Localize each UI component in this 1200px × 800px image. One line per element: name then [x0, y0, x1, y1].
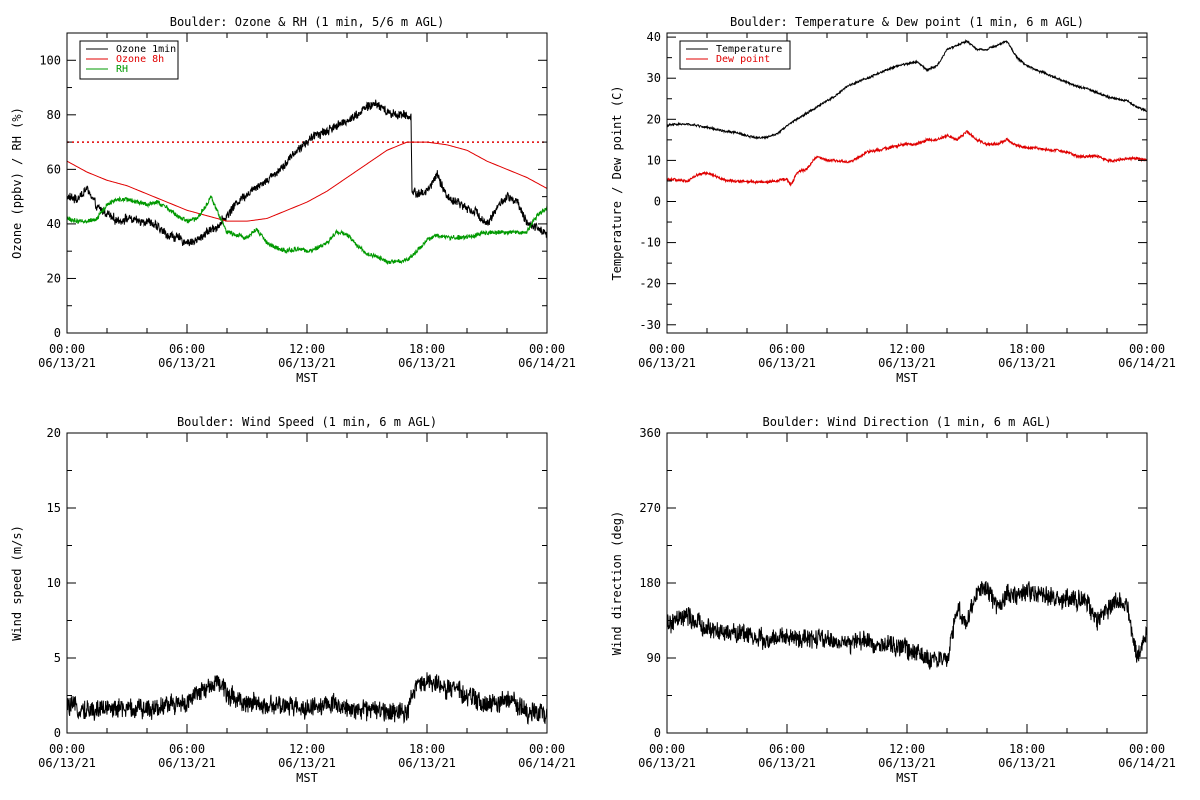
chart-panel-2: Boulder: Temperature & Dew point (1 min,… — [610, 15, 1176, 385]
x-tick-date-label: 06/13/21 — [158, 756, 216, 770]
series-line-temperature — [667, 38, 1147, 140]
x-tick-date-label: 06/14/21 — [1118, 756, 1176, 770]
x-tick-time-label: 06:00 — [769, 342, 805, 356]
y-tick-label: 5 — [54, 651, 61, 665]
plot-frame — [666, 32, 1148, 334]
y-axis-label: Ozone (ppbv) / RH (%) — [10, 107, 24, 259]
x-tick-date-label: 06/14/21 — [518, 356, 576, 370]
x-tick-date-label: 06/13/21 — [38, 356, 96, 370]
legend-box — [79, 40, 179, 80]
x-tick-time-label: 12:00 — [289, 742, 325, 756]
series-line-wind-speed — [67, 672, 547, 725]
chart-panel-3: Boulder: Wind Speed (1 min, 6 m AGL) 0 5 10… — [10, 415, 576, 785]
legend-entry: Ozone 1min — [116, 44, 176, 55]
x-tick-date-label: 06/13/21 — [998, 756, 1056, 770]
y-tick-label: 0 — [654, 194, 661, 208]
x-tick-time-label: 12:00 — [289, 342, 325, 356]
legend-entry: Temperature — [716, 44, 782, 55]
x-tick-time-label: 06:00 — [169, 742, 205, 756]
x-tick-time-label: 18:00 — [1009, 742, 1045, 756]
x-tick-date-label: 06/13/21 — [398, 756, 456, 770]
y-tick-label: 20 — [647, 112, 661, 126]
x-tick-time-label: 06:00 — [169, 342, 205, 356]
x-tick-date-label: 06/13/21 — [38, 756, 96, 770]
x-tick-date-label: 06/13/21 — [638, 756, 696, 770]
y-tick-label: 10 — [47, 576, 61, 590]
x-axis-label: MST — [296, 371, 318, 385]
x-tick-date-label: 06/13/21 — [878, 356, 936, 370]
legend-entry: RH — [116, 64, 128, 75]
plot-frame — [666, 432, 1148, 734]
y-tick-label: 100 — [39, 53, 61, 67]
series-line-dew-point — [667, 129, 1147, 187]
x-tick-date-label: 06/13/21 — [638, 356, 696, 370]
y-tick-label: 0 — [654, 726, 661, 740]
y-tick-label: 20 — [47, 271, 61, 285]
chart-title: Boulder: Wind Direction (1 min, 6 m AGL) — [763, 415, 1052, 429]
y-axis-label: Wind speed (m/s) — [10, 525, 24, 641]
series-line-ozone-1min — [67, 99, 547, 247]
x-tick-date-label: 06/13/21 — [278, 756, 336, 770]
y-tick-label: 10 — [647, 153, 661, 167]
y-tick-label: 40 — [47, 217, 61, 231]
x-axis-label: MST — [896, 771, 918, 785]
x-tick-date-label: 06/13/21 — [278, 356, 336, 370]
series-line-wind-direction — [667, 580, 1147, 670]
chart-panel-1: Boulder: Ozone & RH (1 min, 5/6 m AGL) 0 2… — [10, 15, 576, 385]
x-tick-time-label: 00:00 — [1129, 742, 1165, 756]
x-tick-time-label: 06:00 — [769, 742, 805, 756]
x-axis-label: MST — [896, 371, 918, 385]
series-line-ozone-8h — [67, 141, 547, 222]
y-tick-label: 270 — [639, 501, 661, 515]
x-tick-date-label: 06/14/21 — [518, 756, 576, 770]
y-tick-label: 60 — [47, 162, 61, 176]
series-line-rh — [67, 195, 547, 266]
y-tick-label: -10 — [639, 236, 661, 250]
x-tick-date-label: 06/13/21 — [398, 356, 456, 370]
y-tick-label: -30 — [639, 318, 661, 332]
x-tick-date-label: 06/13/21 — [158, 356, 216, 370]
x-tick-time-label: 00:00 — [649, 742, 685, 756]
x-tick-time-label: 00:00 — [529, 742, 565, 756]
x-tick-time-label: 00:00 — [529, 342, 565, 356]
x-tick-time-label: 00:00 — [649, 342, 685, 356]
x-tick-time-label: 12:00 — [889, 742, 925, 756]
y-tick-label: 20 — [47, 426, 61, 440]
x-tick-time-label: 18:00 — [409, 342, 445, 356]
x-tick-time-label: 18:00 — [1009, 342, 1045, 356]
chart-title: Boulder: Ozone & RH (1 min, 5/6 m AGL) — [170, 15, 445, 29]
y-tick-label: 180 — [639, 576, 661, 590]
x-tick-date-label: 06/13/21 — [758, 356, 816, 370]
x-tick-time-label: 00:00 — [1129, 342, 1165, 356]
y-tick-label: 40 — [647, 30, 661, 44]
legend-entry: Ozone 8h — [116, 54, 164, 65]
chart-panel-4: Boulder: Wind Direction (1 min, 6 m AGL)… — [610, 415, 1176, 785]
x-tick-date-label: 06/13/21 — [998, 356, 1056, 370]
legend-entry: Dew point — [716, 54, 770, 65]
y-tick-label: 0 — [54, 326, 61, 340]
chart-title: Boulder: Temperature & Dew point (1 min,… — [730, 15, 1084, 29]
x-tick-date-label: 06/14/21 — [1118, 356, 1176, 370]
y-tick-label: 90 — [647, 651, 661, 665]
y-tick-label: -20 — [639, 277, 661, 291]
x-tick-date-label: 06/13/21 — [758, 756, 816, 770]
y-tick-label: 360 — [639, 426, 661, 440]
x-tick-time-label: 00:00 — [49, 342, 85, 356]
y-tick-label: 80 — [47, 108, 61, 122]
y-tick-label: 15 — [47, 501, 61, 515]
x-tick-date-label: 06/13/21 — [878, 756, 936, 770]
x-tick-time-label: 18:00 — [409, 742, 445, 756]
x-tick-time-label: 12:00 — [889, 342, 925, 356]
plot-frame — [66, 432, 548, 734]
x-tick-time-label: 00:00 — [49, 742, 85, 756]
x-axis-label: MST — [296, 771, 318, 785]
y-axis-label: Temperature / Dew point (C) — [610, 85, 624, 280]
y-tick-label: 0 — [54, 726, 61, 740]
y-tick-label: 30 — [647, 71, 661, 85]
chart-title: Boulder: Wind Speed (1 min, 6 m AGL) — [177, 415, 437, 429]
y-axis-label: Wind direction (deg) — [610, 511, 624, 656]
legend-box — [679, 40, 791, 70]
